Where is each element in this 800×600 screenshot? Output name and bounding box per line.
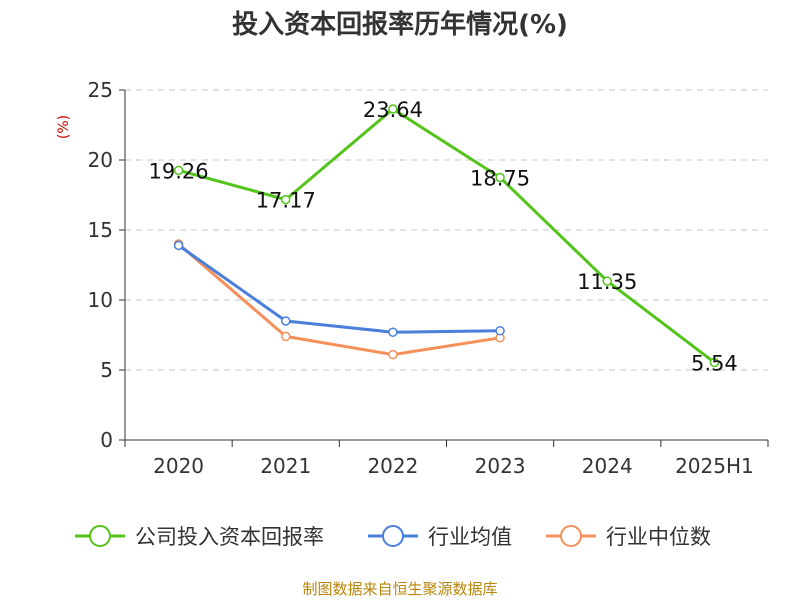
x-tick-label: 2021 <box>260 454 311 478</box>
series-layer <box>173 104 720 368</box>
data-point <box>388 327 398 337</box>
x-tick-label: 2023 <box>475 454 526 478</box>
legend: 公司投入资本回报率 行业均值 行业中位数 <box>75 525 711 549</box>
legend-marker <box>89 525 111 547</box>
y-axis-label: (%) <box>56 115 72 139</box>
legend-marker <box>560 525 582 547</box>
source-note: 制图数据来自恒生聚源数据库 <box>302 580 498 598</box>
series-line-1 <box>177 244 501 334</box>
data-point <box>173 165 184 176</box>
data-point <box>602 276 612 286</box>
data-point <box>388 104 398 114</box>
legend-marker <box>382 525 404 547</box>
y-tick-label: 10 <box>88 288 113 312</box>
data-point <box>709 357 720 368</box>
axes: 0 5 10 15 20 25 2020 2021 2022 2023 2024 2025H1 (%) <box>56 78 769 478</box>
legend-item-2: 行业中位数 <box>546 525 711 549</box>
data-label: 5.54 <box>691 351 738 375</box>
data-point <box>173 240 184 251</box>
legend-item-1: 行业均值 <box>368 525 512 549</box>
data-labels: 19.26 17.17 23.64 18.75 11.35 5.54 <box>149 98 738 375</box>
data-point <box>495 326 505 336</box>
data-point <box>281 331 291 342</box>
legend-label: 公司投入资本回报率 <box>135 525 324 549</box>
chart-title: 投入资本回报率历年情况(%) <box>232 10 568 40</box>
data-point <box>388 349 398 360</box>
x-tick-label: 2025H1 <box>675 454 754 478</box>
x-tick-label: 2020 <box>153 454 204 478</box>
data-label: 23.64 <box>363 98 423 122</box>
y-tick-label: 20 <box>88 148 113 172</box>
y-tick-label: 15 <box>88 218 113 242</box>
grid-lines <box>125 89 768 371</box>
y-tick-label: 5 <box>100 358 113 382</box>
data-label: 19.26 <box>149 159 209 183</box>
data-label: 17.17 <box>256 189 316 213</box>
data-point <box>495 172 505 183</box>
x-tick-label: 2024 <box>582 454 633 478</box>
data-label: 11.35 <box>577 270 637 294</box>
legend-item-0: 公司投入资本回报率 <box>75 525 324 549</box>
y-tick-label: 0 <box>100 428 113 452</box>
y-tick-label: 25 <box>88 78 113 102</box>
series-line-2 <box>177 242 501 357</box>
data-point <box>281 316 291 326</box>
legend-label: 行业中位数 <box>606 525 711 549</box>
data-point <box>281 194 291 205</box>
data-label: 18.75 <box>470 167 530 191</box>
x-tick-label: 2022 <box>367 454 418 478</box>
series-line-0 <box>178 107 716 364</box>
legend-label: 行业均值 <box>428 525 512 549</box>
